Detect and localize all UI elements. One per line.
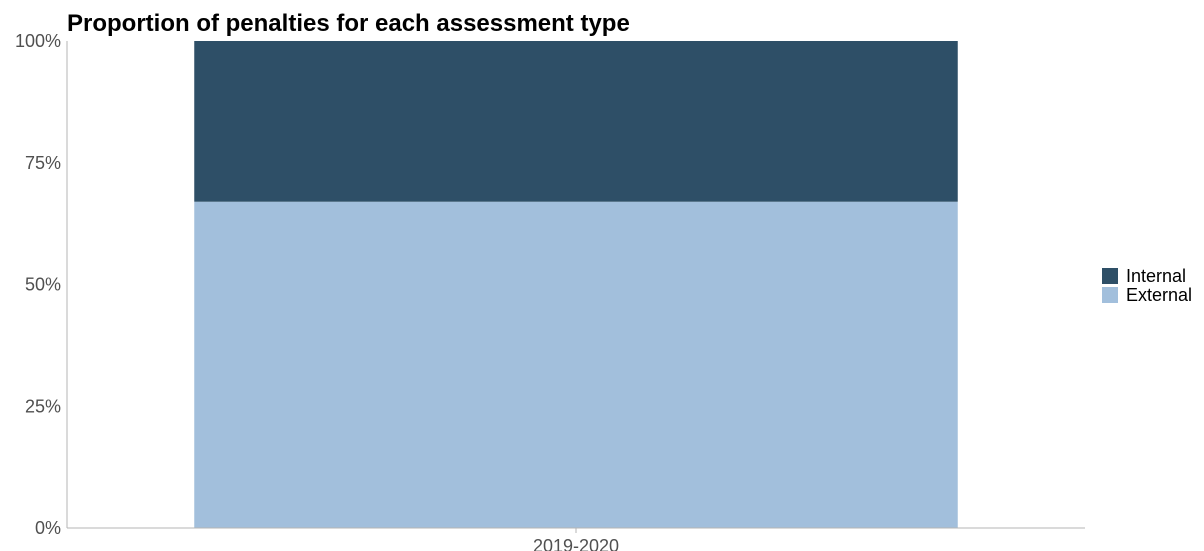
- bar-segment-external: [194, 201, 958, 528]
- legend-swatch-external: [1102, 287, 1118, 303]
- chart-title: Proportion of penalties for each assessm…: [67, 10, 630, 37]
- y-tick-label: 100%: [15, 31, 61, 51]
- bar-segment-internal: [194, 41, 958, 202]
- legend-label-internal: Internal: [1126, 266, 1186, 286]
- y-tick-label: 25%: [25, 396, 61, 416]
- bars-layer: [194, 41, 958, 528]
- x-tick-label: 2019-2020: [533, 536, 619, 551]
- y-tick-label: 75%: [25, 153, 61, 173]
- legend-label-external: External: [1126, 285, 1192, 305]
- y-tick-label: 50%: [25, 275, 61, 295]
- legend-swatch-internal: [1102, 268, 1118, 284]
- y-tick-label: 0%: [35, 518, 61, 538]
- axis-layer: 2019-2020 0% 25% 50% 75% 100%: [15, 31, 1085, 551]
